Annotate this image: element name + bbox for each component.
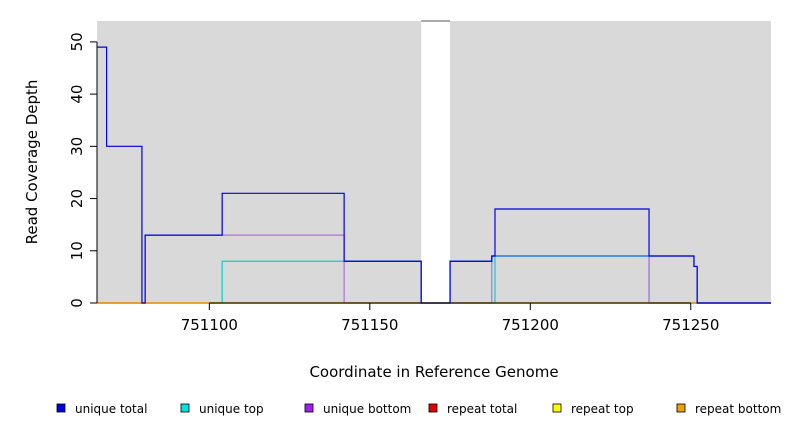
x-tick-label: 751250: [662, 316, 719, 334]
gap-region: [421, 21, 451, 303]
y-tick-label: 0: [68, 298, 86, 308]
y-axis: 0 10 20 30 40 50: [68, 32, 98, 308]
legend-item-unique-total: unique total: [56, 402, 147, 416]
y-tick-label: 50: [68, 32, 86, 51]
y-axis-label: Read Coverage Depth: [23, 80, 41, 245]
legend-label: repeat bottom: [695, 402, 781, 416]
legend-swatch: [676, 403, 686, 413]
y-tick-label: 30: [68, 137, 86, 156]
legend-swatch: [304, 403, 314, 413]
legend-item-unique-top: unique top: [180, 402, 264, 416]
x-tick-label: 751150: [341, 316, 398, 334]
legend-label: unique total: [75, 402, 147, 416]
legend-label: repeat top: [571, 402, 634, 416]
x-tick-label: 751200: [502, 316, 559, 334]
legend-label: repeat total: [447, 402, 517, 416]
legend-swatch: [552, 403, 562, 413]
x-tick-label: 751100: [181, 316, 238, 334]
legend-item-repeat-top: repeat top: [552, 402, 634, 416]
legend-item-unique-bottom: unique bottom: [304, 402, 411, 416]
y-tick-label: 20: [68, 189, 86, 208]
y-tick-label: 40: [68, 85, 86, 104]
legend: unique total unique top unique bottom repea…: [56, 402, 781, 416]
y-tick-label: 10: [68, 241, 86, 260]
x-axis-label: Coordinate in Reference Genome: [309, 363, 558, 381]
legend-item-repeat-bottom: repeat bottom: [676, 402, 781, 416]
legend-label: unique bottom: [323, 402, 411, 416]
legend-swatch: [428, 403, 438, 413]
legend-swatch: [56, 403, 66, 413]
x-axis: 751100 751150 751200 751250: [181, 302, 719, 334]
legend-item-repeat-total: repeat total: [428, 402, 517, 416]
legend-swatch: [180, 403, 190, 413]
legend-label: unique top: [199, 402, 264, 416]
